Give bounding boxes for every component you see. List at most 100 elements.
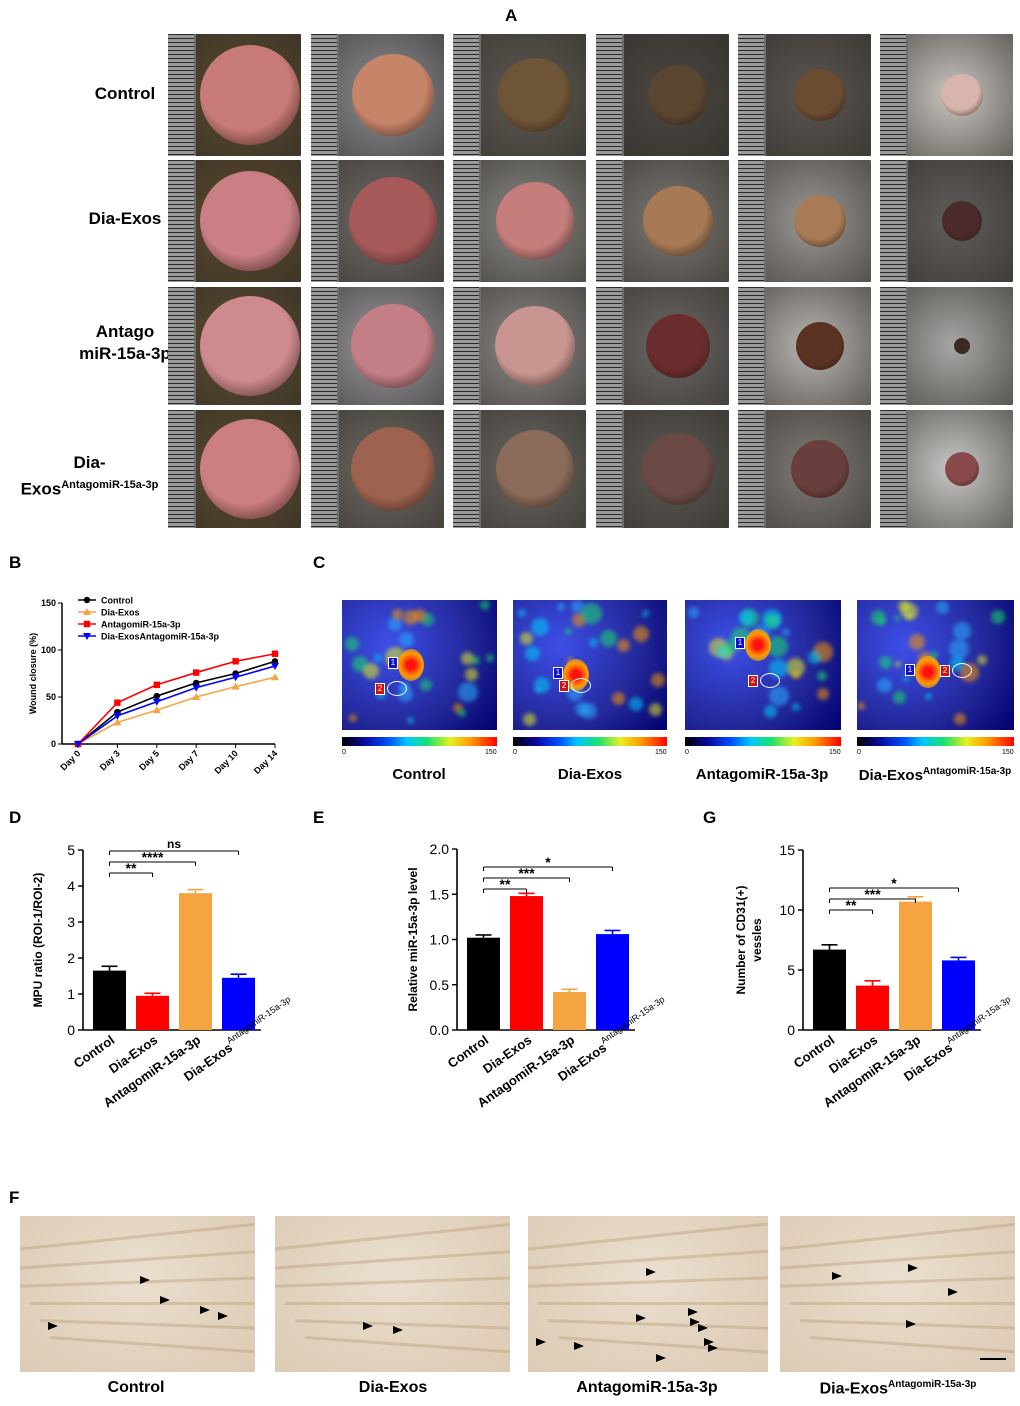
histo-label-dia-exos: Dia-Exos bbox=[358, 1379, 428, 1396]
e-bar-3 bbox=[596, 934, 629, 1030]
ldpi-speck-2-5 bbox=[520, 632, 533, 645]
histo-fiber-2-6 bbox=[305, 1336, 510, 1359]
histo-label-control: Control bbox=[107, 1379, 165, 1396]
wound-photo-r4-c4 bbox=[596, 410, 729, 528]
wound-photo-r4-c6 bbox=[880, 410, 1013, 528]
histo-fiber-3-1 bbox=[528, 1222, 768, 1253]
b-series-line-3 bbox=[77, 665, 276, 745]
histo-arrow-4-2 bbox=[908, 1264, 918, 1272]
panel-b-letter: B bbox=[9, 553, 22, 572]
histo-fiber-4-1 bbox=[780, 1222, 1015, 1253]
wound-r3-c6 bbox=[953, 338, 970, 354]
ldpi-scale-min-2: 0 bbox=[513, 749, 517, 756]
wound-photo-r2-c4 bbox=[596, 160, 729, 282]
ldpi-speck-3-9 bbox=[792, 703, 800, 711]
ldpi-scale-max-2: 150 bbox=[655, 749, 667, 756]
ruler-r1-c3 bbox=[453, 34, 481, 156]
ldpi-roi2-ellipse-3 bbox=[760, 673, 780, 688]
histo-fiber-3-3 bbox=[528, 1275, 768, 1288]
histo-image-3 bbox=[528, 1216, 768, 1372]
wound-photo-r3-c6 bbox=[880, 287, 1013, 405]
g-y-tick-label-0: 0 bbox=[787, 1022, 795, 1038]
ldpi-label-dia-exos-antagomir: Dia-ExosAntagomiR-15a-3p bbox=[852, 766, 1018, 784]
histo-fiber-1-3 bbox=[20, 1275, 255, 1288]
ldpi-speck-2-20 bbox=[523, 713, 536, 726]
wound-photo-r2-c6 bbox=[880, 160, 1013, 282]
ldpi-speck-2-25 bbox=[589, 638, 598, 647]
wound-photo-r3-c1 bbox=[168, 287, 301, 405]
ldpi-roi2-ellipse-2 bbox=[571, 678, 591, 693]
ldpi-speck-3-19 bbox=[765, 614, 779, 628]
b-legend-marker-0 bbox=[83, 596, 91, 604]
ruler-r4-c5 bbox=[738, 410, 766, 528]
wound-photo-r1-c1 bbox=[168, 34, 301, 156]
g-bar-2 bbox=[899, 901, 932, 1030]
b-point-2-1 bbox=[114, 699, 121, 706]
wound-r2-c2 bbox=[348, 177, 437, 265]
wound-r3-c3 bbox=[494, 306, 575, 386]
histo-arrow-1-1 bbox=[140, 1276, 150, 1284]
e-bracket-label-0: ** bbox=[500, 876, 511, 892]
g-y-label-line1: Number of CD31(+) bbox=[734, 885, 748, 994]
ldpi-speck-1-25 bbox=[465, 668, 478, 681]
row-label-exos-base: Exos bbox=[20, 479, 62, 499]
ldpi-speck-4-12 bbox=[894, 615, 900, 621]
histo-arrow-2-2 bbox=[393, 1326, 403, 1334]
b-legend-label-2: AntagomiR-15a-3p bbox=[101, 620, 181, 630]
histo-arrow-1-2 bbox=[160, 1296, 170, 1304]
histo-image-2 bbox=[275, 1216, 510, 1372]
histo-arrow-3-4 bbox=[690, 1318, 700, 1326]
histo-arrow-1-5 bbox=[48, 1322, 58, 1330]
wound-r3-c5 bbox=[795, 322, 844, 370]
mir-level-bar-chart: 0.0 0.5 1.0 1.5 2.0 Relative miR-15a-3p level… bbox=[406, 841, 666, 1110]
d-y-tick-label-2: 2 bbox=[67, 950, 75, 966]
histo-label4-sup: AntagomiR-15a-3p bbox=[888, 1379, 977, 1390]
ldpi-scale-max-4: 150 bbox=[1002, 749, 1014, 756]
wound-photo-r1-c5 bbox=[738, 34, 871, 156]
ldpi-label-control: Control bbox=[392, 766, 446, 783]
wound-r4-c5 bbox=[790, 440, 849, 498]
wound-r3-c1 bbox=[199, 296, 300, 396]
histo-fiber-4-3 bbox=[780, 1275, 1015, 1288]
ldpi-speck-2-17 bbox=[649, 703, 662, 716]
ruler-r3-c2 bbox=[311, 287, 339, 405]
ldpi-speck-1-10 bbox=[388, 617, 402, 631]
wound-r3-c4 bbox=[645, 314, 710, 378]
b-y-tick-label-0: 0 bbox=[51, 739, 56, 749]
histo-arrow-2-1 bbox=[363, 1322, 373, 1330]
b-point-2-3 bbox=[193, 669, 200, 676]
ldpi-speck-2-3 bbox=[518, 609, 526, 617]
histo-arrow-4-1 bbox=[832, 1272, 842, 1280]
b-point-3-5 bbox=[271, 662, 279, 670]
b-y-label: Wound closure (%) bbox=[28, 633, 38, 714]
ldpi-roi1-badge-4: 1 bbox=[905, 664, 915, 676]
wound-closure-line-chart: 0 50 100 150 Day 0 Day 3 Day 5 Day 7 Day 10 Day 1… bbox=[28, 596, 279, 776]
b-x-tick-label-2: Day 5 bbox=[137, 748, 161, 772]
ldpi-scale-min-3: 0 bbox=[685, 749, 689, 756]
ldpi-speck-2-8 bbox=[525, 646, 540, 661]
wound-photo-r2-c1 bbox=[168, 160, 301, 282]
e-y-tick-label-0: 0.0 bbox=[430, 1022, 450, 1038]
ruler-r2-c1 bbox=[168, 160, 196, 282]
histo-arrow-3-1 bbox=[646, 1268, 656, 1276]
b-legend-label-0: Control bbox=[101, 596, 133, 606]
wound-photo-r2-c5 bbox=[738, 160, 871, 282]
ruler-r2-c3 bbox=[453, 160, 481, 282]
b-point-3-0 bbox=[74, 741, 82, 748]
wound-photo-r1-c6 bbox=[880, 34, 1013, 156]
b-point-3-2 bbox=[152, 698, 161, 706]
ldpi-speck-4-23 bbox=[925, 693, 932, 700]
ldpi-speck-4-11 bbox=[877, 678, 892, 693]
d-y-tick-label-5: 5 bbox=[67, 842, 75, 858]
ldpi-speck-3-20 bbox=[786, 658, 805, 677]
wound-r2-c3 bbox=[495, 182, 574, 260]
g-y-tick-label-2: 10 bbox=[779, 902, 795, 918]
ldpi-roi1-badge-3: 1 bbox=[735, 637, 745, 649]
histo-label-dia-exos-antagomir: Dia-ExosAntagomiR-15a-3p bbox=[780, 1379, 1016, 1398]
g-y-tick-label-3: 15 bbox=[779, 842, 795, 858]
row-label-antagomir: Antago miR-15a-3p bbox=[70, 321, 180, 365]
ruler-r1-c5 bbox=[738, 34, 766, 156]
ldpi-speck-4-9 bbox=[903, 676, 909, 682]
e-bar-2 bbox=[553, 991, 586, 1030]
